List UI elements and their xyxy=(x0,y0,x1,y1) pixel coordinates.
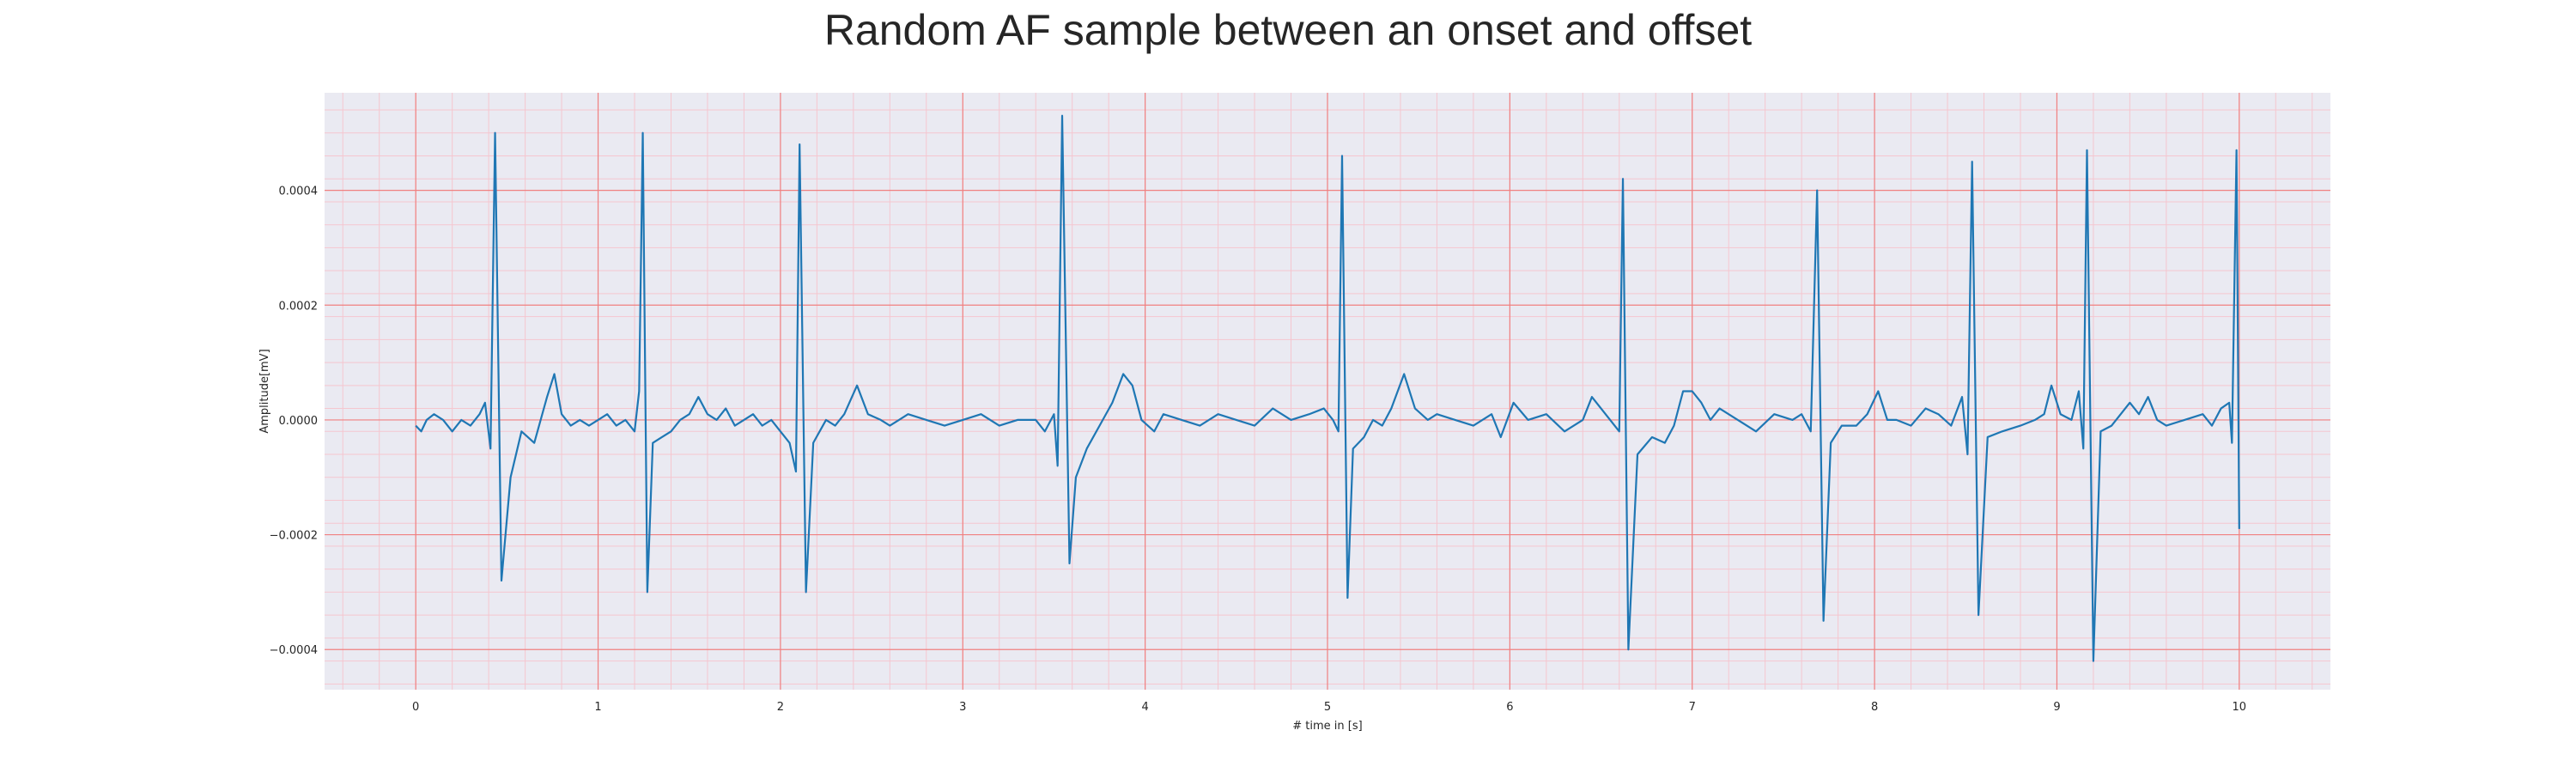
x-tick-label: 10 xyxy=(2233,701,2247,714)
y-tick-label: −0.0002 xyxy=(270,530,318,543)
x-tick-label: 2 xyxy=(777,701,784,714)
x-tick-label: 5 xyxy=(1324,701,1331,714)
y-tick-label: 0.0000 xyxy=(279,415,319,428)
y-tick-labels: −0.0004 −0.0002 0.0000 0.0002 0.0004 xyxy=(270,186,318,658)
y-axis-label: Amplitude[mV] xyxy=(258,349,271,433)
chart-title: Random AF sample between an onset and of… xyxy=(823,6,1753,54)
x-tick-label: 4 xyxy=(1141,701,1148,714)
y-tick-label: 0.0004 xyxy=(279,186,319,198)
x-tick-label: 8 xyxy=(1871,701,1878,714)
x-tick-label: 3 xyxy=(959,701,966,714)
y-tick-label: −0.0004 xyxy=(270,644,318,657)
x-tick-labels: 0 1 2 3 4 5 6 7 8 9 10 xyxy=(412,701,2246,714)
x-tick-label: 1 xyxy=(594,701,601,714)
x-tick-label: 7 xyxy=(1689,701,1696,714)
x-tick-label: 0 xyxy=(412,701,419,714)
x-tick-label: 9 xyxy=(2053,701,2060,714)
x-axis-label: # time in [s] xyxy=(1292,720,1362,733)
major-grid xyxy=(325,93,2330,690)
x-tick-label: 6 xyxy=(1506,701,1513,714)
ecg-signal-line xyxy=(415,114,2240,662)
y-tick-label: 0.0002 xyxy=(279,300,319,313)
